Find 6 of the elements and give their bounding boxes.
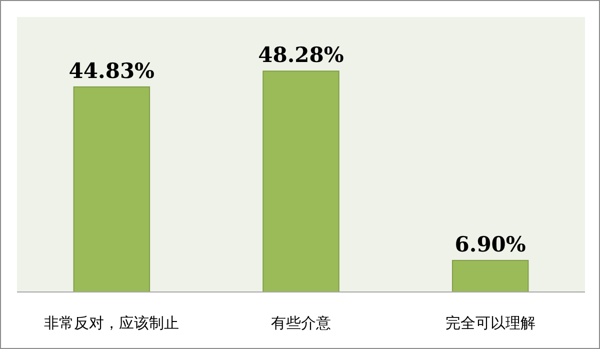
data-label: 48.28% <box>258 42 344 68</box>
data-label: 6.90% <box>454 231 526 256</box>
x-tick-label: 完全可以理解 <box>445 314 536 332</box>
x-tick-label: 非常反对，应该制止 <box>44 314 180 332</box>
data-label: 44.83% <box>68 58 155 83</box>
x-tick-label: 有些介意 <box>271 314 331 332</box>
